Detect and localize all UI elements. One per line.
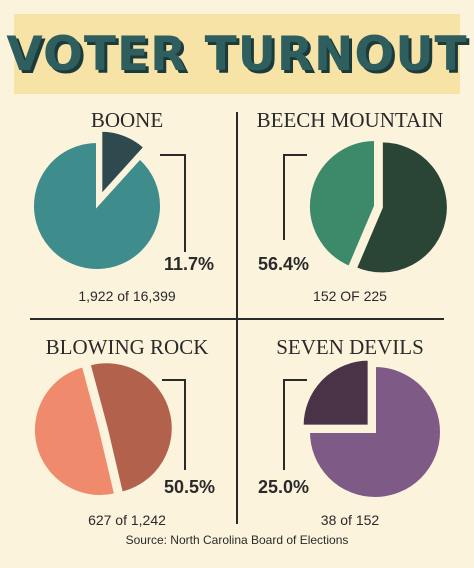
count-label-blowing-rock: 627 of 1,242 bbox=[88, 512, 166, 528]
count-label-beech-mountain: 152 OF 225 bbox=[313, 288, 387, 304]
pie-slice-remaining bbox=[32, 365, 117, 497]
pie-slice-turnout bbox=[88, 361, 174, 494]
pie-slice-remaining bbox=[307, 364, 442, 499]
pie-blowing-rock bbox=[32, 361, 174, 497]
percent-label-beech-mountain: 56.4% bbox=[258, 254, 310, 274]
count-label-boone: 1,922 of 16,399 bbox=[78, 288, 176, 304]
leader-line-blowing-rock bbox=[162, 379, 186, 470]
pie-slice-remaining bbox=[308, 138, 376, 269]
horizontal-divider bbox=[30, 318, 444, 320]
pie-boone bbox=[32, 129, 162, 271]
source-note: Source: North Carolina Board of Election… bbox=[125, 533, 349, 547]
panel-title-blowing-rock: BLOWING ROCK bbox=[45, 335, 209, 359]
pie-slice-turnout bbox=[301, 358, 370, 427]
pie-slice-turnout bbox=[100, 129, 146, 198]
count-label-seven-devils: 38 of 152 bbox=[320, 512, 380, 528]
pie-seven-devils bbox=[301, 358, 442, 499]
leader-line-boone bbox=[160, 154, 186, 252]
panel-title-beech-mountain: BEECH MOUNTAIN bbox=[256, 108, 444, 132]
leader-line-beech-mountain bbox=[283, 154, 307, 240]
pie-beech-mountain bbox=[308, 138, 449, 275]
title-banner: VOTER TURNOUT bbox=[6, 14, 468, 94]
percent-label-blowing-rock: 50.5% bbox=[164, 477, 216, 497]
percent-label-seven-devils: 25.0% bbox=[258, 477, 310, 497]
percent-label-boone: 11.7% bbox=[164, 254, 215, 274]
pie-slice-remaining bbox=[32, 140, 162, 271]
page-title: VOTER TURNOUT bbox=[6, 26, 468, 82]
pie-slice-turnout bbox=[354, 140, 449, 275]
panel-title-boone: BOONE bbox=[90, 108, 164, 132]
leader-line-seven-devils bbox=[283, 379, 307, 470]
panel-title-seven-devils: SEVEN DEVILS bbox=[276, 335, 424, 359]
